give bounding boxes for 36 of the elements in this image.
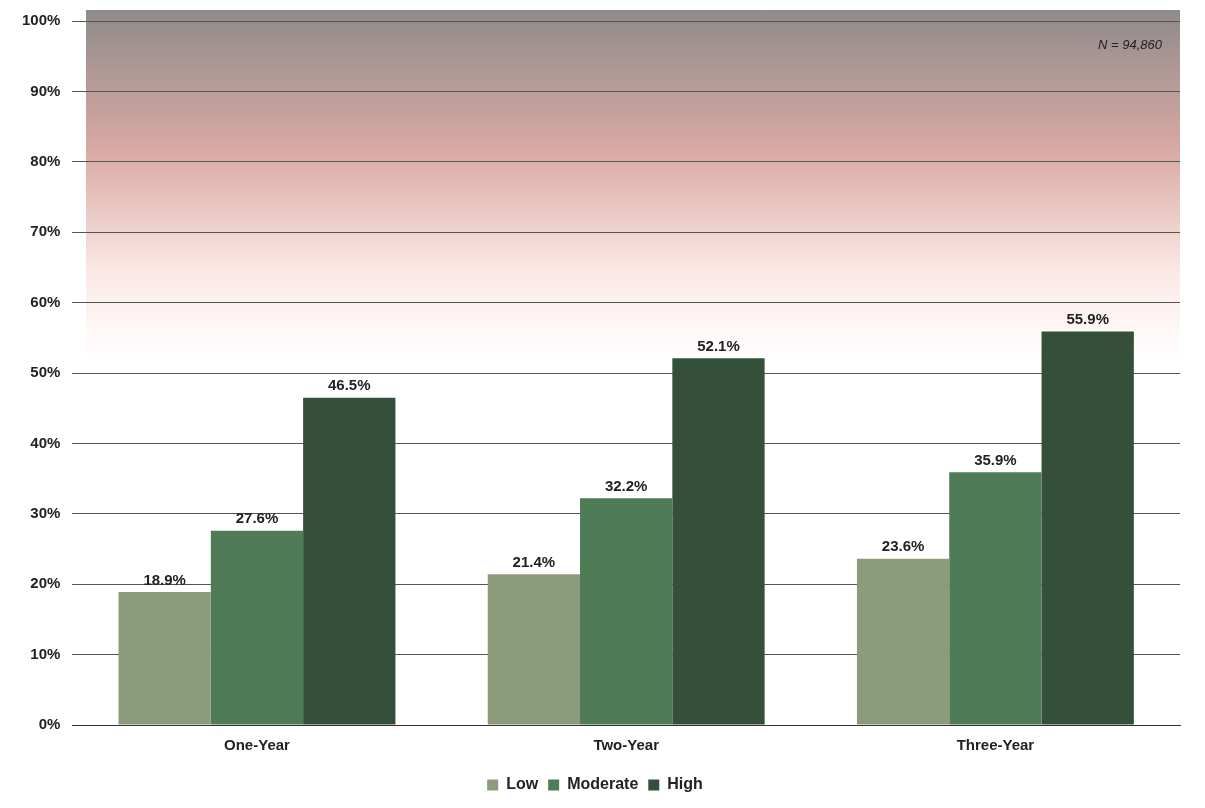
y-tick-label: 50% bbox=[30, 363, 61, 381]
legend-label: Low bbox=[506, 775, 539, 793]
bar bbox=[856, 558, 950, 725]
x-tick-label: One-Year bbox=[224, 736, 291, 754]
bar bbox=[949, 472, 1042, 725]
bar bbox=[1041, 331, 1134, 725]
text: 32.2% bbox=[604, 476, 648, 494]
annotation: N = 94,860 bbox=[1098, 37, 1163, 53]
text: 46.5% bbox=[328, 376, 371, 394]
y-tick-label: 30% bbox=[30, 503, 61, 521]
bar bbox=[118, 591, 211, 725]
text: 21.4% bbox=[512, 552, 556, 570]
x-tick-label: Three-Year bbox=[956, 736, 1035, 754]
y-tick-label: 40% bbox=[30, 433, 61, 451]
bar bbox=[303, 397, 396, 725]
y-tick-label: 10% bbox=[30, 644, 61, 662]
y-tick-label: 90% bbox=[30, 81, 61, 99]
y-tick-label: 60% bbox=[30, 292, 61, 310]
bar bbox=[487, 574, 581, 725]
y-tick-label: 80% bbox=[30, 151, 61, 169]
text: 35.9% bbox=[974, 450, 1017, 468]
bar bbox=[580, 498, 673, 725]
y-tick-label: 100% bbox=[21, 11, 61, 29]
text: 52.1% bbox=[697, 336, 740, 354]
text: 55.9% bbox=[1066, 310, 1109, 328]
y-tick-label: 20% bbox=[30, 574, 61, 592]
x-tick-label: Two-Year bbox=[593, 736, 660, 754]
text: 18.9% bbox=[143, 570, 186, 588]
bar bbox=[672, 358, 765, 725]
legend-label: High bbox=[667, 775, 703, 793]
bar bbox=[210, 530, 304, 725]
y-tick-label: 0% bbox=[38, 715, 61, 733]
text: 23.6% bbox=[881, 537, 925, 555]
y-tick-label: 70% bbox=[30, 222, 61, 240]
text: 27.6% bbox=[235, 509, 279, 527]
legend-label: Moderate bbox=[567, 775, 639, 793]
